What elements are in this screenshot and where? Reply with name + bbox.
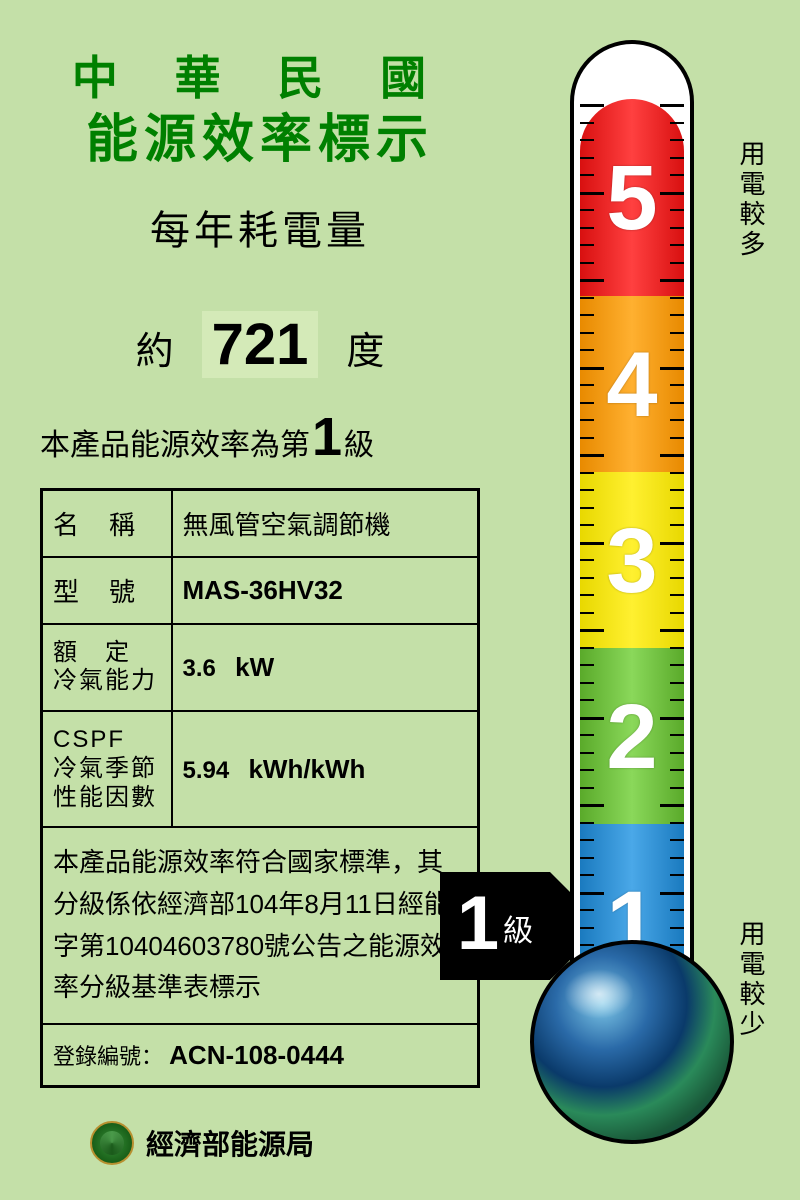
bureau-name: 經濟部能源局: [146, 1123, 314, 1163]
seg-4-num: 4: [606, 333, 657, 438]
compliance-text: 本產品能源效率符合國家標準，其分級係依經濟部104年8月11日經能字第10404…: [42, 827, 479, 1023]
kwh-value: 721: [202, 311, 319, 378]
seg-5-num: 5: [606, 146, 657, 251]
name-label: 名 稱: [42, 489, 172, 557]
globe-bulb-icon: [530, 940, 734, 1144]
seg-2-num: 2: [606, 685, 657, 790]
model-value: MAS-36HV32: [172, 557, 479, 624]
cspf-value: 5.94: [183, 757, 230, 784]
grade-prefix: 本產品能源效率為第: [40, 420, 310, 464]
grade-suffix: 級: [344, 420, 374, 464]
spec-table: 名 稱 無風管空氣調節機 型 號 MAS-36HV32 額 定 冷氣能力 3.6…: [40, 488, 480, 1088]
annual-consumption-label: 每年耗電量: [40, 198, 480, 256]
reg-value: ACN-108-0444: [169, 1040, 344, 1070]
capacity-value: 3.6: [183, 655, 216, 682]
row-compliance: 本產品能源效率符合國家標準，其分級係依經濟部104年8月11日經能字第10404…: [42, 827, 479, 1023]
name-value: 無風管空氣調節機: [172, 489, 479, 557]
registration-cell: 登錄編號： ACN-108-0444: [42, 1024, 479, 1087]
model-label: 型 號: [42, 557, 172, 624]
row-name: 名 稱 無風管空氣調節機: [42, 489, 479, 557]
consumption-row: 約 721 度: [40, 311, 480, 378]
footer: 經濟部能源局: [90, 1121, 314, 1165]
grade-statement: 本產品能源效率為第 1 級: [40, 406, 480, 468]
thermo-tube: 5 4 3 2 1: [570, 40, 694, 1000]
reg-label: 登錄編號：: [53, 1044, 163, 1069]
approx-text: 約: [136, 320, 174, 375]
segment-3: 3: [580, 472, 684, 650]
label-uses-more: 用電較多: [733, 140, 770, 260]
cspf-label: CSPF 冷氣季節 性能因數: [42, 711, 172, 827]
row-capacity: 額 定 冷氣能力 3.6 kW: [42, 624, 479, 712]
country-title: 中 華 民 國: [40, 50, 480, 108]
arrow-number: 1: [457, 880, 499, 967]
thermometer: 5 4 3 2 1 用電較多 用電較少: [520, 40, 770, 1170]
kwh-unit: 度: [346, 320, 384, 375]
capacity-unit: kW: [223, 652, 274, 682]
grade-number: 1: [312, 406, 342, 468]
left-panel: 中 華 民 國 能源效率標示 每年耗電量 約 721 度 本產品能源效率為第 1…: [40, 50, 480, 1088]
capacity-cell: 3.6 kW: [172, 624, 479, 712]
segment-2: 2: [580, 648, 684, 826]
row-registration: 登錄編號： ACN-108-0444: [42, 1024, 479, 1087]
segment-5: 5: [580, 99, 684, 298]
cspf-cell: 5.94 kWh/kWh: [172, 711, 479, 827]
seg-3-num: 3: [606, 509, 657, 614]
row-model: 型 號 MAS-36HV32: [42, 557, 479, 624]
label-title: 能源效率標示: [40, 108, 480, 173]
bureau-seal-icon: [90, 1121, 134, 1165]
segment-4: 4: [580, 296, 684, 474]
cspf-unit: kWh/kWh: [236, 754, 365, 784]
row-cspf: CSPF 冷氣季節 性能因數 5.94 kWh/kWh: [42, 711, 479, 827]
capacity-label: 額 定 冷氣能力: [42, 624, 172, 712]
label-uses-less: 用電較少: [733, 920, 770, 1040]
bulb-shine: [564, 969, 634, 1019]
